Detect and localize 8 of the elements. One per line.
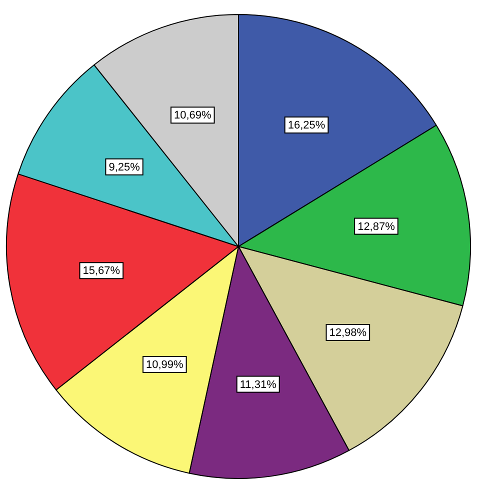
data-label: 9,25% <box>108 161 140 174</box>
data-label: 10,69% <box>174 110 212 122</box>
data-label: 12,87% <box>358 220 396 233</box>
data-label: 16,25% <box>288 120 326 132</box>
data-label: 12,98% <box>329 327 367 340</box>
data-label: 11,31% <box>240 378 277 391</box>
data-label: 10,99% <box>146 359 184 372</box>
data-label: 15,67% <box>82 265 120 278</box>
